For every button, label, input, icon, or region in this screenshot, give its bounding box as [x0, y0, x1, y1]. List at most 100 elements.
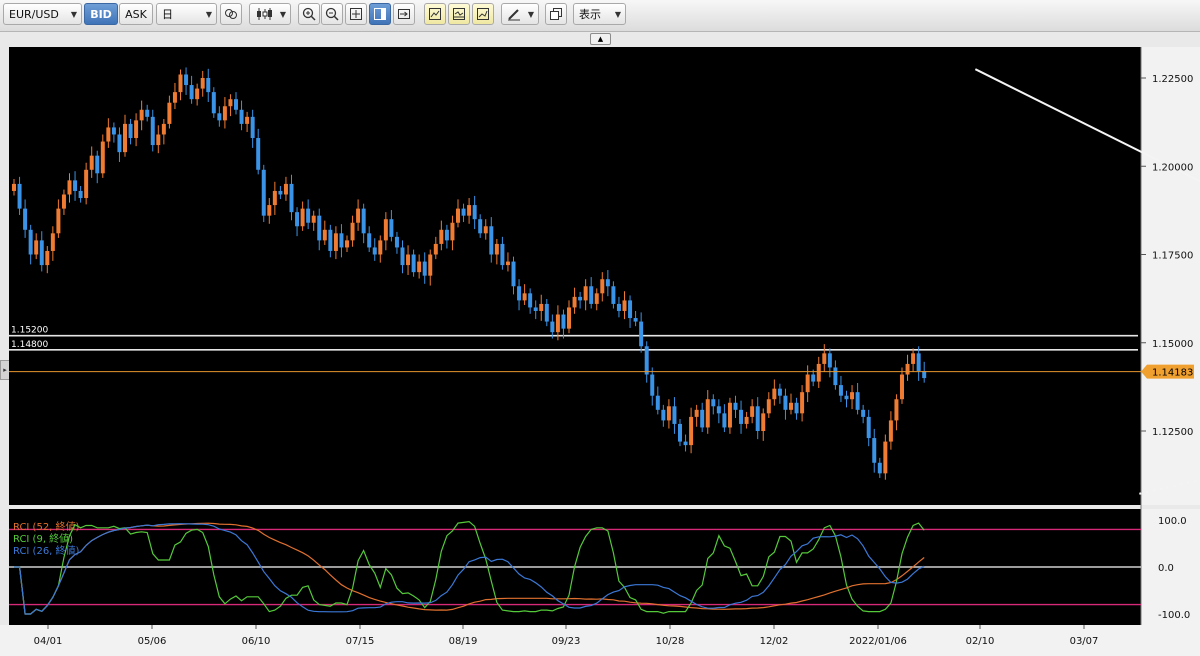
chart-type-select[interactable]: ▼: [249, 3, 291, 25]
candle-body: [34, 240, 39, 255]
candle-body: [866, 416, 871, 439]
candle-body: [483, 226, 488, 234]
candle-body: [200, 78, 205, 89]
candle-body: [217, 113, 222, 121]
price-tick-label: 1.17500: [1152, 251, 1193, 262]
scroll-to-end-button[interactable]: [393, 3, 415, 25]
candle-body: [589, 286, 594, 304]
candle-body: [56, 208, 61, 234]
candle-body: [39, 240, 44, 266]
date-tick-labels: 04/01 05/06 06/10 07/15 08/19 09/23 10/28 12/02…: [34, 625, 1099, 647]
bid-button[interactable]: BID: [84, 3, 118, 25]
candle-body: [833, 367, 838, 386]
rci-series-line: [14, 522, 925, 615]
symbol-select[interactable]: EUR/USD ▼: [3, 3, 82, 25]
candle-body: [639, 321, 644, 347]
candle-body: [922, 370, 927, 379]
candle-body: [145, 109, 150, 117]
candle-body: [622, 300, 627, 311]
candle-body: [561, 314, 566, 329]
fit-chart-button[interactable]: [345, 3, 367, 25]
candle-body: [95, 155, 100, 174]
candle-body: [456, 208, 460, 223]
candle-body: [433, 243, 438, 255]
candle-body: [306, 208, 311, 223]
ask-button[interactable]: ASK: [119, 3, 153, 25]
rci-panel: 100.0 0.0 -100.0 RCI (52, 終値)RCI (9, 終値)RCI…: [9, 516, 1190, 621]
indicator-settings-button[interactable]: [472, 3, 494, 25]
date-tick-label: 02/10: [966, 636, 995, 647]
candle-body: [683, 441, 688, 446]
candle-body: [350, 222, 355, 241]
side-panel-toggle[interactable]: ▸: [0, 360, 10, 380]
date-tick-label: 03/07: [1070, 636, 1099, 647]
candle-body: [605, 279, 610, 287]
candle-body: [727, 402, 732, 428]
price-tick-label: 1.12500: [1152, 427, 1193, 438]
candle-body: [494, 243, 499, 255]
candle-body: [211, 92, 216, 114]
candle-body: [84, 169, 89, 199]
rci-plot-area: [9, 509, 1141, 625]
window-copy-icon: [550, 8, 562, 20]
candle-body: [328, 229, 333, 251]
date-tick-label: 12/02: [760, 636, 789, 647]
zoom-out-button[interactable]: [321, 3, 343, 25]
candle-body: [156, 134, 161, 146]
timeframe-select[interactable]: 日 ▼: [156, 3, 217, 25]
date-tick-label: 08/19: [449, 636, 478, 647]
candle-body: [367, 233, 372, 248]
candle-body: [672, 406, 677, 424]
candle-body: [278, 190, 283, 195]
candle-body: [322, 229, 327, 241]
candlestick-icon: [257, 8, 272, 20]
candle-body: [655, 395, 660, 410]
candle-body: [78, 190, 83, 199]
candle-body: [822, 353, 827, 364]
candle-body: [694, 409, 699, 417]
rci-tick-label: -100.0: [1158, 610, 1190, 621]
candle-body: [478, 219, 483, 234]
candle-body: [772, 388, 777, 400]
chart-add-icon: [429, 8, 441, 20]
compare-symbols-button[interactable]: [220, 3, 242, 25]
candle-body: [206, 78, 211, 93]
chevron-down-icon: ▼: [614, 9, 621, 19]
date-tick-label: 2022/01/06: [849, 636, 907, 647]
price-tick-label: 1.22500: [1152, 74, 1193, 85]
candle-body: [250, 116, 255, 139]
candle-body: [289, 183, 294, 213]
add-sub-chart-button[interactable]: [448, 3, 470, 25]
candle-body: [555, 314, 560, 333]
candle-body: [633, 318, 638, 322]
candle-body: [128, 123, 133, 139]
split-view-button[interactable]: [369, 3, 391, 25]
candle-body: [872, 438, 877, 463]
candle-body: [417, 261, 422, 273]
price-axis: [1141, 47, 1200, 505]
date-axis: [0, 625, 1200, 656]
candle-body: [378, 240, 383, 255]
candle-body: [439, 229, 444, 244]
date-tick-label: 07/15: [346, 636, 375, 647]
zoom-out-icon: [325, 7, 339, 21]
view-menu[interactable]: 表示 ▼: [573, 3, 626, 25]
rci-legend-label: RCI (9, 終値): [13, 532, 73, 545]
candle-body: [283, 183, 288, 195]
candle-body: [800, 392, 805, 414]
add-indicator-button[interactable]: [424, 3, 446, 25]
rci-series-line: [14, 523, 925, 615]
candle-body: [905, 363, 910, 375]
collapse-toolbar-button[interactable]: ▲: [590, 33, 611, 45]
candle-body: [567, 307, 571, 329]
horizontal-line-label: 1.14800: [11, 340, 48, 350]
panel-layout-icon: [374, 8, 386, 20]
candle-body: [505, 261, 510, 266]
zoom-in-button[interactable]: [298, 3, 320, 25]
new-window-button[interactable]: [545, 3, 567, 25]
zoom-in-icon: [302, 7, 316, 21]
candle-body: [722, 413, 727, 428]
draw-tool-select[interactable]: ▼: [501, 3, 539, 25]
candle-body: [28, 229, 33, 255]
candle-body: [900, 374, 904, 400]
